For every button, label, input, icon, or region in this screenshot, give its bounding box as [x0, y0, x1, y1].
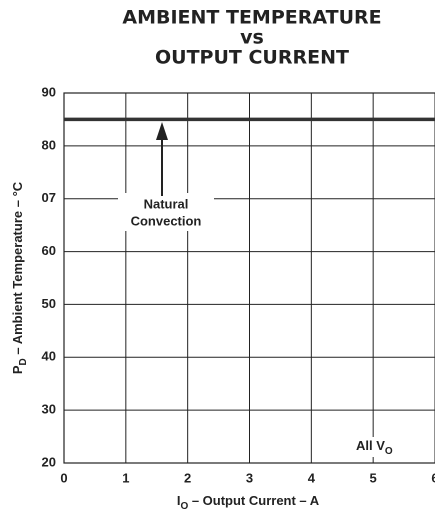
x-tick-label: 6 [431, 470, 435, 485]
x-axis-label: IO – Output Current – A [177, 493, 320, 511]
chart-title: AMBIENT TEMPERATURE [122, 7, 381, 29]
x-axis-label-main: I [177, 493, 181, 508]
annotation-main: All V [356, 438, 385, 453]
annotation-sub: O [385, 446, 393, 457]
y-tick-label: 90 [42, 84, 56, 99]
grid: 20 30 40 50 60 07 80 90 0 1 2 3 4 5 6 [42, 84, 435, 485]
x-tick-label: 5 [370, 470, 377, 485]
x-axis-label-sub: O [180, 501, 188, 512]
y-tick-label: 80 [42, 137, 56, 152]
y-axis-label-main: P [10, 365, 25, 374]
chart-title: vs [240, 27, 264, 49]
y-tick-label: 20 [42, 454, 56, 469]
x-tick-label: 3 [246, 470, 253, 485]
annotation: All VO [356, 438, 393, 456]
x-tick-label: 4 [308, 470, 316, 485]
annotation-bg [118, 193, 214, 231]
x-tick-label: 0 [60, 470, 67, 485]
labels: IO – Output Current – A PD – Ambient Tem… [10, 122, 404, 512]
plot-frame [63, 92, 435, 464]
arrow-head [156, 122, 168, 140]
y-axis-label-rest: – Ambient Temperature – °C [10, 181, 25, 358]
annotation-bg [352, 437, 404, 457]
x-tick-label: 2 [184, 470, 191, 485]
x-axis-label-rest: – Output Current – A [188, 493, 320, 508]
chart-title: OUTPUT CURRENT [155, 47, 349, 69]
y-axis-label-sub: D [18, 358, 29, 365]
y-tick-label: 60 [42, 243, 56, 258]
y-tick-label: 30 [42, 402, 56, 417]
annotation: Natural [144, 196, 189, 211]
annotation: Convection [131, 213, 202, 228]
y-tick-label: 40 [42, 349, 56, 364]
x-tick-label: 1 [122, 470, 129, 485]
y-tick-label: 50 [42, 296, 56, 311]
y-axis-label: PD – Ambient Temperature – °C [10, 181, 28, 374]
y-tick-label: 07 [42, 190, 56, 205]
